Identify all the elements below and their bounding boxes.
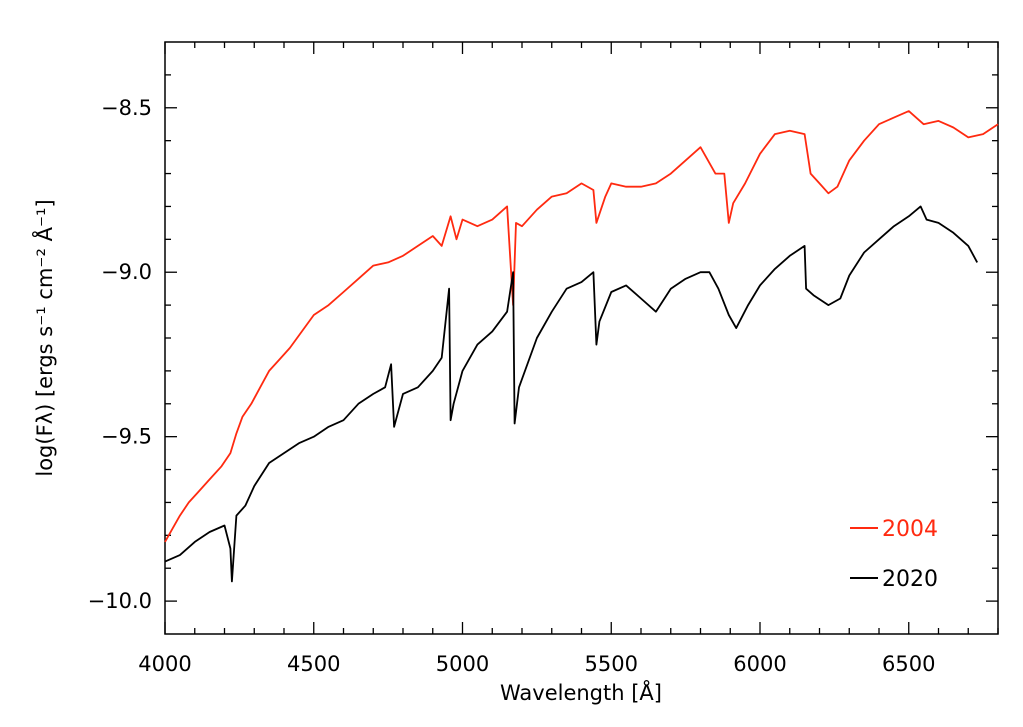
legend-label-2004: 2004	[882, 517, 938, 542]
x-tick-label: 5000	[436, 652, 489, 676]
y-tick-label: −9.0	[101, 260, 152, 284]
x-tick-label: 5500	[585, 652, 638, 676]
series-line-2020	[164, 205, 978, 583]
series-group	[164, 110, 999, 583]
legend: 2004 2020	[850, 517, 938, 592]
y-tick-label: −8.5	[101, 96, 152, 120]
x-axis-label: Wavelength [Å]	[500, 679, 662, 705]
y-axis-label: log(Fλ) [ergs s⁻¹ cm⁻² Å⁻¹]	[31, 199, 57, 476]
series-line-2004	[164, 110, 999, 543]
y-tick-label: −10.0	[88, 589, 152, 613]
legend-label-2020: 2020	[882, 567, 938, 592]
y-tick-label: −9.5	[101, 425, 152, 449]
x-tick-label: 6500	[882, 652, 935, 676]
x-tick-label: 4500	[287, 652, 340, 676]
axis-ticks: 4000 4500 5000 5500 6000 6500 −10.0 −9.5 −9.0 −8.…	[88, 42, 999, 676]
x-tick-label: 4000	[138, 652, 191, 676]
x-tick-label: 6000	[733, 652, 786, 676]
